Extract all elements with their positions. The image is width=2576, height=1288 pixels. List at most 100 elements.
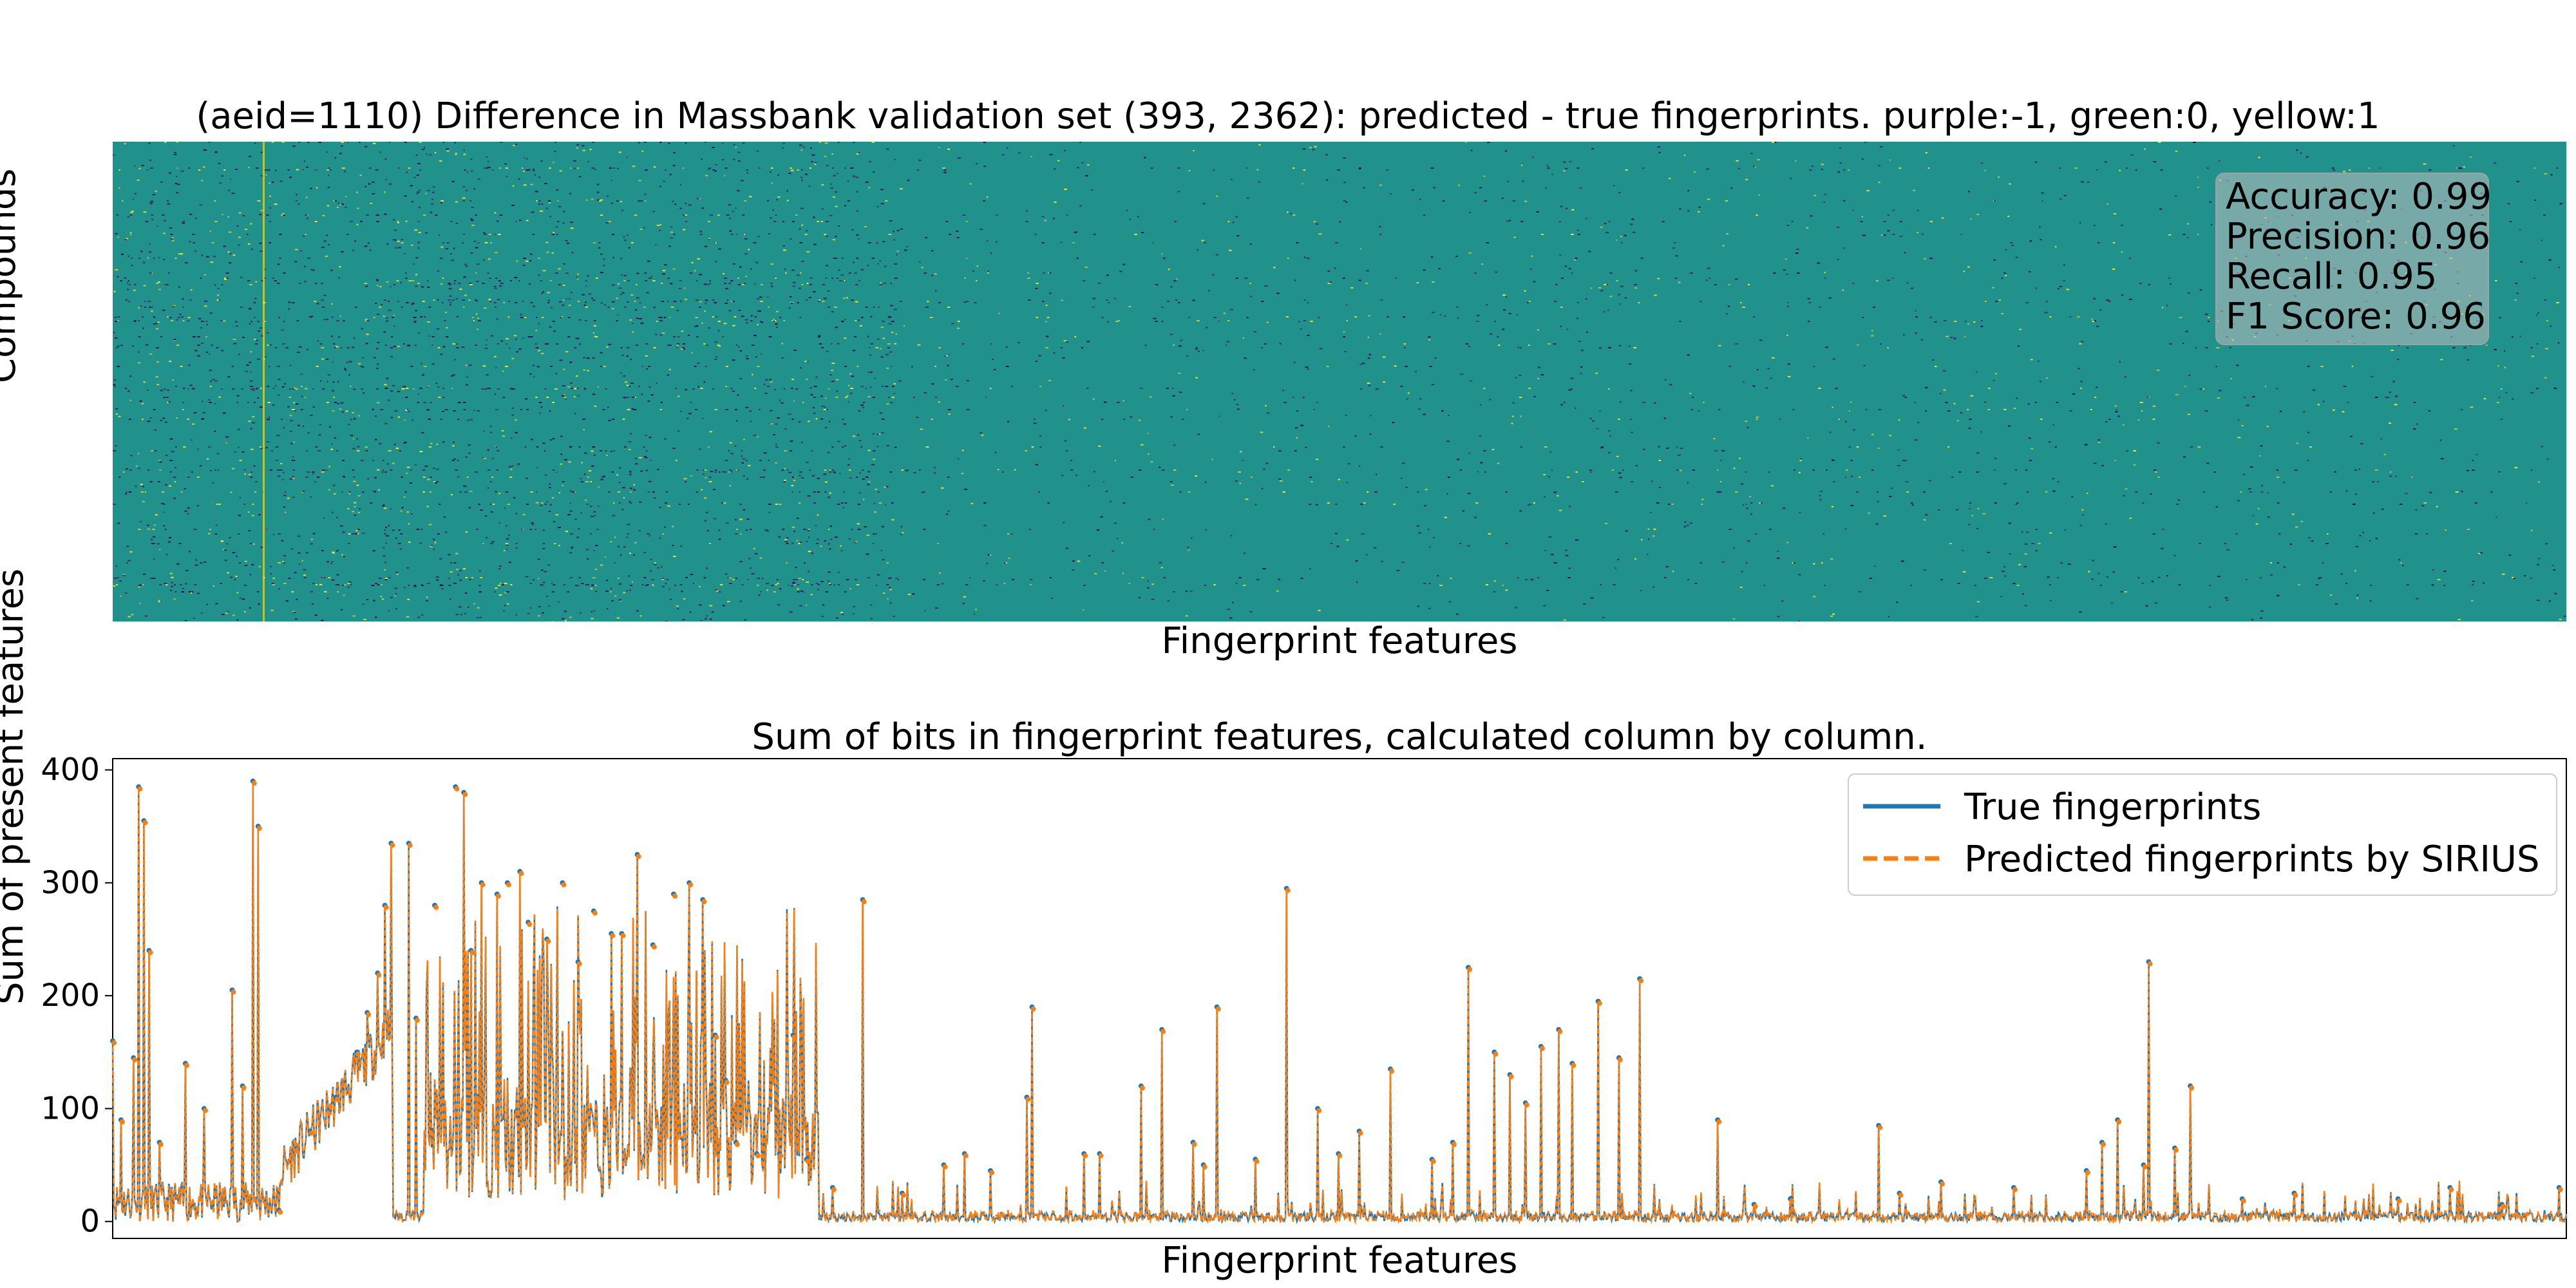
predicted-point — [1467, 967, 1473, 972]
predicted-point — [1389, 1068, 1395, 1074]
predicted-point — [407, 842, 413, 848]
predicted-point — [701, 899, 707, 905]
predicted-point — [1139, 1085, 1145, 1091]
predicted-point — [1638, 978, 1644, 983]
predicted-point — [2100, 1142, 2106, 1147]
heatmap-x-axis-label: Fingerprint features — [1161, 620, 1518, 662]
y-tick-label-100: 100 — [41, 1090, 100, 1126]
predicted-point — [2147, 961, 2153, 967]
predicted-point — [1524, 1102, 1530, 1108]
predicted-point — [506, 882, 511, 887]
predicted-point — [2142, 1164, 2148, 1170]
predicted-point — [1716, 1119, 1722, 1124]
predicted-point — [142, 820, 148, 826]
predicted-point — [942, 1164, 948, 1170]
predicted-point — [1877, 1124, 1883, 1130]
metric-f1-score: F1 Score: 0.96 — [2226, 296, 2486, 337]
predicted-point — [861, 899, 867, 905]
predicted-point — [390, 842, 395, 848]
heatmap-title: (aeid=1110) Difference in Massbank valid… — [196, 95, 2380, 137]
predicted-point — [1316, 1108, 1322, 1113]
predicted-point — [376, 972, 382, 978]
predicted-point — [241, 1085, 247, 1091]
predicted-point — [805, 1159, 811, 1164]
line-chart-x-axis-label: Fingerprint features — [1161, 1240, 1518, 1282]
predicted-point — [2012, 1187, 2018, 1193]
metric-precision: Precision: 0.96 — [2226, 216, 2491, 258]
predicted-point — [1430, 1159, 1436, 1164]
predicted-point — [1557, 1028, 1563, 1034]
predicted-point — [480, 882, 486, 887]
predicted-point — [1030, 1006, 1036, 1012]
legend: True fingerprints Predicted fingerprints … — [1848, 773, 2557, 896]
predicted-point — [610, 933, 616, 938]
predicted-point — [184, 1063, 189, 1068]
predicted-point — [415, 1018, 421, 1023]
metrics-box: Accuracy: 0.99 Precision: 0.96 Recall: 0… — [2215, 173, 2492, 345]
predicted-point — [231, 989, 236, 995]
predicted-point — [963, 1153, 969, 1159]
predicted-point — [1254, 1159, 1260, 1164]
heatmap-cells — [113, 142, 2566, 621]
predicted-point — [672, 893, 678, 899]
predicted-point — [900, 1192, 906, 1198]
predicted-point — [278, 1209, 283, 1215]
predicted-point — [724, 1079, 730, 1085]
predicted-point — [527, 922, 533, 927]
predicted-point — [251, 781, 257, 786]
predicted-point — [831, 1187, 837, 1193]
predicted-point — [1337, 1153, 1343, 1159]
predicted-point — [111, 1040, 117, 1046]
predicted-point — [620, 933, 626, 938]
predicted-point — [1493, 1051, 1499, 1057]
predicted-point — [2189, 1085, 2195, 1091]
predicted-point — [592, 910, 598, 916]
predicted-point — [545, 938, 551, 944]
predicted-point — [778, 1153, 784, 1159]
predicted-point — [1898, 1192, 1904, 1198]
predicted-point — [755, 1153, 761, 1159]
predicted-point — [454, 786, 460, 791]
predicted-point — [2500, 1204, 2506, 1209]
predicted-point — [2448, 1187, 2454, 1193]
predicted-point — [383, 904, 389, 910]
predicted-point — [1617, 1057, 1623, 1063]
predicted-point — [2085, 1170, 2090, 1175]
predicted-point — [1358, 1130, 1363, 1136]
predicted-point — [1083, 1153, 1088, 1159]
predicted-point — [462, 791, 468, 797]
predicted-point — [1025, 1096, 1031, 1102]
predicted-point — [576, 961, 582, 967]
predicted-point — [561, 882, 567, 887]
y-tick-label-0: 0 — [80, 1204, 100, 1240]
predicted-point — [158, 1142, 164, 1147]
predicted-point — [2396, 1198, 2402, 1204]
predicted-point — [791, 1034, 797, 1040]
predicted-point — [714, 1034, 719, 1040]
y-tick-label-400: 400 — [41, 752, 100, 788]
metric-accuracy: Accuracy: 0.99 — [2226, 176, 2492, 218]
legend-label-predicted: Predicted fingerprints by SIRIUS — [1964, 838, 2540, 880]
predicted-point — [2293, 1192, 2298, 1198]
legend-label-true: True fingerprints — [1964, 786, 2261, 828]
predicted-point — [202, 1108, 208, 1113]
predicted-point — [469, 950, 475, 955]
predicted-point — [147, 950, 153, 955]
predicted-point — [1451, 1142, 1457, 1147]
y-tick-label-200: 200 — [41, 978, 100, 1014]
predicted-point — [308, 1130, 314, 1136]
legend-box — [1848, 773, 2557, 896]
predicted-point — [636, 854, 641, 859]
predicted-point — [495, 893, 501, 899]
peak-markers — [110, 779, 2563, 1215]
predicted-point — [1202, 1164, 1208, 1170]
predicted-point — [2173, 1147, 2179, 1153]
predicted-point — [1285, 887, 1291, 893]
predicted-point — [734, 1142, 740, 1147]
predicted-point — [2557, 1187, 2563, 1193]
predicted-point — [256, 826, 262, 831]
predicted-point — [1191, 1142, 1197, 1147]
predicted-point — [119, 1119, 125, 1124]
predicted-point — [334, 1096, 340, 1102]
